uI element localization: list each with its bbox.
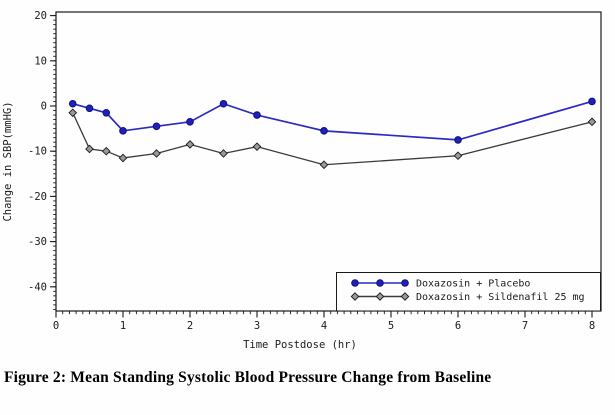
- x-axis: 0 1 2 3 4 5 6 7 8: [53, 311, 595, 332]
- figure-caption: Figure 2: Mean Standing Systolic Blood P…: [4, 369, 492, 386]
- y-axis-title: Change in SBP(mmHG): [2, 101, 14, 221]
- y-tick-label: -30: [28, 236, 47, 248]
- series-placebo: [68, 97, 596, 144]
- x-tick-label: 6: [455, 320, 461, 332]
- x-tick-label: 5: [388, 320, 394, 332]
- legend-label: Doxazosin + Sildenafil 25 mg: [416, 292, 585, 303]
- y-tick-label: 10: [34, 55, 47, 67]
- series-sildenafil: [68, 108, 597, 170]
- chart: 20 10 0 -10 -20 -30 -40 0 1 2 3 4 5 6 7 8 Time Postdose …: [2, 10, 602, 351]
- legend: Doxazosin + Placebo Doxazosin + Sildenafi…: [336, 272, 601, 312]
- y-tick-label: -10: [28, 146, 47, 158]
- y-tick-label: 20: [34, 10, 47, 22]
- x-tick-label: 2: [187, 320, 193, 332]
- chart-canvas: 20 10 0 -10 -20 -30 -40 0 1 2 3 4 5 6 7 8 Time Postdose …: [2, 10, 602, 351]
- x-tick-label: 7: [522, 320, 528, 332]
- y-tick-label: -20: [28, 191, 47, 203]
- legend-label: Doxazosin + Placebo: [416, 279, 530, 290]
- x-axis-title: Time Postdose (hr): [243, 339, 357, 351]
- plot-frame: [55, 11, 602, 312]
- x-tick-label: 1: [120, 320, 126, 332]
- x-tick-label: 3: [254, 320, 260, 332]
- x-tick-label: 4: [321, 320, 327, 332]
- y-tick-label: 0: [41, 101, 47, 113]
- y-tick-label: -40: [28, 281, 47, 293]
- x-tick-label: 8: [589, 320, 595, 332]
- y-axis: 20 10 0 -10 -20 -30 -40: [28, 10, 56, 310]
- x-tick-label: 0: [53, 320, 59, 332]
- legend-box: [336, 272, 601, 312]
